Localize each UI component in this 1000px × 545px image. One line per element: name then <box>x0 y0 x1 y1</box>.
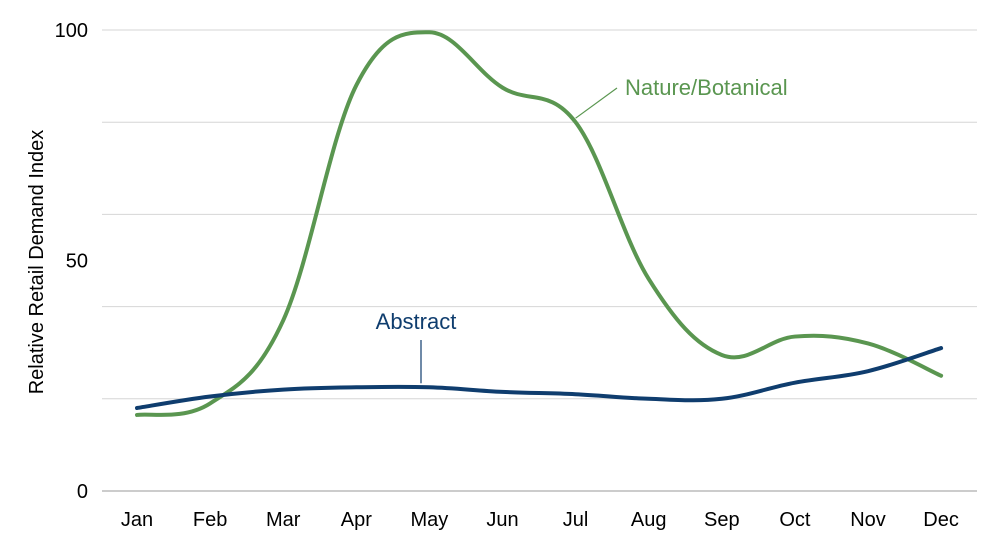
series-label: Nature/Botanical <box>625 75 788 100</box>
x-tick-label: Apr <box>341 509 372 531</box>
x-tick-label: Sep <box>704 509 740 531</box>
y-tick-label: 50 <box>66 251 88 273</box>
x-tick-label: Nov <box>850 509 886 531</box>
x-tick-label: Mar <box>266 509 301 531</box>
y-tick-label: 100 <box>55 20 88 42</box>
series-line-abstract <box>135 346 944 411</box>
x-tick-label: Dec <box>923 509 959 531</box>
x-tick-label: Jul <box>563 509 589 531</box>
x-tick-label: Jan <box>121 509 153 531</box>
y-tick-labels: 0 50 100 <box>55 20 88 503</box>
series-line-nature-botanical <box>135 30 944 417</box>
x-tick-labels: Jan Feb Mar Apr May Jun Jul Aug Sep Oct Nov Dec <box>121 509 959 531</box>
x-tick-label: May <box>411 509 449 531</box>
series-label-leader <box>575 87 618 119</box>
x-tick-label: Aug <box>631 509 667 531</box>
y-tick-label: 0 <box>77 481 88 503</box>
x-tick-label: Feb <box>193 509 227 531</box>
series-label: Abstract <box>376 309 457 334</box>
x-tick-label: Oct <box>779 509 811 531</box>
x-tick-label: Jun <box>486 509 518 531</box>
y-axis-label: Relative Retail Demand Index <box>26 130 48 395</box>
series-labels: Nature/Botanical Abstract <box>376 75 788 384</box>
gridlines <box>102 29 977 492</box>
series-lines <box>135 30 944 417</box>
